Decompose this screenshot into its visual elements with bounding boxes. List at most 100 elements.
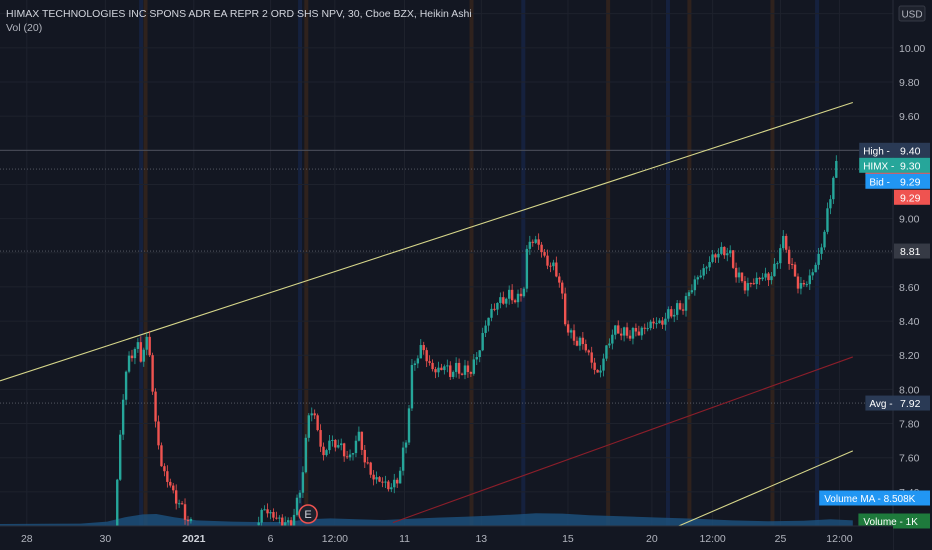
candle-body: [393, 479, 396, 488]
candle-body: [387, 481, 390, 490]
price-label-value: 9.40: [900, 145, 921, 157]
candle-body: [799, 282, 803, 289]
candle-body: [726, 253, 729, 256]
candle-174: [693, 275, 697, 296]
candle-body: [151, 355, 154, 392]
candle-body: [637, 331, 641, 336]
candle-15: [160, 442, 163, 467]
candle-body: [608, 343, 611, 346]
candle-body: [696, 277, 699, 280]
candle-42: [304, 434, 308, 474]
candle-body: [295, 497, 299, 515]
candle-75: [401, 441, 405, 476]
volume-label-text: Volume MA - 8.508K: [824, 494, 915, 505]
candle-body: [793, 264, 797, 277]
candle-65: [372, 470, 375, 486]
candle-54: [340, 438, 343, 451]
price-label-marker: 8.81: [894, 243, 930, 259]
candle-body: [266, 509, 269, 514]
candle-body: [652, 321, 655, 324]
candle-body: [549, 265, 552, 267]
candle-88: [440, 363, 443, 371]
candle-body: [658, 320, 661, 324]
candle-9: [142, 347, 145, 367]
price-axis: 7.407.607.808.008.208.408.608.809.009.20…: [892, 0, 932, 550]
candle-79: [413, 360, 417, 371]
candle-201: [773, 257, 776, 277]
candle-94: [457, 358, 461, 379]
candle-62: [363, 445, 366, 469]
candle-82: [422, 341, 425, 355]
price-label-tag: [865, 173, 894, 189]
candle-78: [410, 359, 414, 412]
candle-body: [720, 246, 723, 254]
candle-80: [416, 355, 420, 369]
candle-body: [779, 248, 782, 264]
candle-body: [345, 456, 349, 458]
candle-179: [708, 256, 711, 271]
candle-106: [493, 303, 496, 312]
candle-192: [746, 277, 750, 297]
price-label-bid: Bid - 9.29: [865, 173, 930, 189]
trendlines: [0, 101, 854, 527]
candle-218: [823, 229, 826, 251]
price-label-symbol: HIMX - 9.30: [859, 157, 930, 173]
candle-body: [590, 352, 593, 363]
candle-body: [174, 490, 178, 504]
candle-92: [451, 370, 455, 380]
session-mark-7: [298, 0, 303, 526]
session-mark-2: [469, 0, 474, 526]
candle-body: [820, 247, 823, 254]
candle-body: [764, 273, 767, 278]
symbol-title[interactable]: HIMAX TECHNOLOGIES INC SPONS ADR EA REPR…: [6, 8, 472, 20]
candle-167: [673, 308, 676, 323]
candle-21: [177, 499, 181, 508]
candle-body: [569, 330, 573, 333]
candle-117: [525, 245, 529, 293]
candle-7: [136, 338, 140, 353]
candle-204: [782, 230, 785, 251]
candle-59: [354, 435, 358, 458]
candle-body: [396, 479, 399, 484]
candle-body: [460, 373, 464, 375]
candle-177: [702, 263, 705, 280]
candle-137: [584, 339, 588, 353]
candle-158: [646, 322, 649, 332]
candle-body: [310, 413, 313, 416]
candle-115: [519, 287, 523, 302]
candle-body: [729, 250, 732, 254]
candle-body: [369, 462, 372, 475]
candle-150: [622, 326, 626, 342]
candle-154: [634, 323, 638, 337]
candle-207: [790, 257, 794, 270]
candle-74: [398, 466, 402, 484]
candle-220: [829, 195, 832, 215]
candle-body: [384, 481, 387, 483]
candle-body: [776, 263, 779, 265]
candle-body: [690, 290, 694, 293]
candle-body: [139, 342, 143, 362]
candle-body: [581, 337, 585, 345]
time-tick-label: 12:00: [826, 533, 852, 545]
candle-body: [163, 466, 166, 472]
session-marks: [139, 0, 820, 526]
candle-153: [631, 326, 635, 345]
candle-body: [566, 324, 570, 333]
candle-body: [702, 268, 705, 276]
candle-48: [322, 442, 325, 461]
candle-body: [398, 470, 402, 484]
candle-body: [186, 519, 190, 522]
candle-body: [121, 399, 125, 435]
candle-body: [331, 439, 334, 441]
candle-body: [337, 445, 340, 448]
candle-body: [116, 479, 119, 529]
candle-body: [154, 391, 157, 422]
session-mark-6: [139, 0, 144, 526]
volume-indicator-label[interactable]: Vol (20): [6, 22, 43, 34]
candle-146: [611, 329, 614, 350]
time-tick-label: 11: [399, 533, 410, 545]
candle-body: [340, 443, 343, 446]
